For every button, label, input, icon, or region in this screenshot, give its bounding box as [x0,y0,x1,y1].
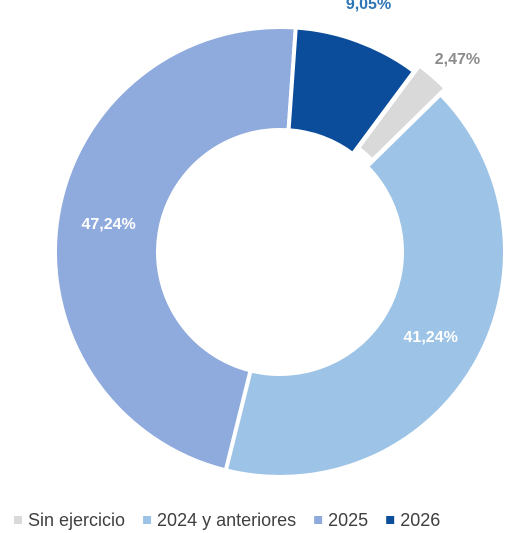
donut-segment [53,25,298,473]
data-label: 9,05% [346,0,391,13]
legend-swatch [14,516,22,524]
data-label: 47,24% [81,216,135,233]
legend-label: Sin ejercicio [28,510,125,530]
legend-swatch [143,516,152,524]
legend-label: 2024 y anteriores [157,510,296,530]
donut-segment [286,25,417,157]
donut-segment [223,91,507,479]
legend-label: 2026 [400,510,440,530]
legend-swatch [386,516,395,524]
legend-swatch [314,516,323,524]
data-label: 2,47% [435,51,480,68]
legend-label: 2025 [328,510,368,530]
data-label: 41,24% [404,329,458,346]
